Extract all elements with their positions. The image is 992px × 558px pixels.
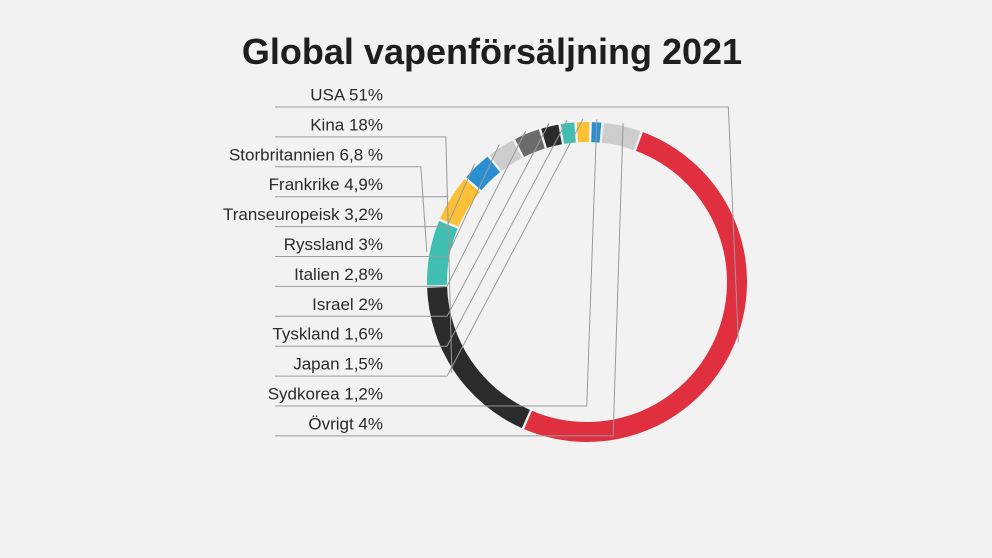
leader-japan	[275, 118, 584, 377]
leader-ovrigt	[275, 123, 624, 437]
leader-tyskland	[275, 119, 568, 347]
label-sydkorea: Sydkorea 1,2%	[268, 384, 383, 403]
slice-labels: USA 51% Kina 18% Storbritannien 6,8 % Frank…	[223, 85, 383, 433]
leader-italien	[275, 130, 527, 287]
slice-israel	[541, 124, 562, 148]
slice-usa	[524, 132, 747, 442]
label-ryssland: Ryssland 3%	[284, 235, 383, 254]
slice-kina	[427, 287, 530, 429]
label-italien: Italien 2,8%	[294, 265, 383, 284]
leader-kina	[275, 136, 453, 374]
leader-usa	[275, 106, 739, 343]
leader-storbritannien	[275, 166, 428, 252]
label-tyskland: Tyskland 1,6%	[272, 325, 383, 344]
slice-tyskland	[560, 122, 576, 144]
slice-ovrigt	[601, 122, 641, 151]
label-transeuropeisk: Transeuropeisk 3,2%	[223, 205, 383, 224]
label-ovrigt: Övrigt 4%	[308, 414, 383, 433]
slice-japan	[576, 122, 590, 143]
label-kina: Kina 18%	[310, 115, 383, 134]
leader-lines	[275, 106, 739, 437]
slice-storbritannien	[427, 220, 458, 286]
label-japan: Japan 1,5%	[293, 355, 383, 374]
leader-israel	[275, 123, 550, 317]
leader-ryssland	[275, 144, 500, 257]
label-storbritannien: Storbritannien 6,8 %	[229, 145, 383, 164]
label-israel: Israel 2%	[312, 295, 383, 314]
leader-transeuropeisk	[275, 163, 475, 228]
leader-sydkorea	[275, 119, 598, 407]
label-usa: USA 51%	[310, 85, 383, 104]
chart-title: Global vapenförsäljning 2021	[242, 31, 742, 72]
slice-transeuropeisk	[466, 156, 501, 191]
slice-frankrike	[440, 179, 480, 227]
label-frankrike: Frankrike 4,9%	[269, 175, 383, 194]
slice-ryssland	[489, 140, 523, 171]
